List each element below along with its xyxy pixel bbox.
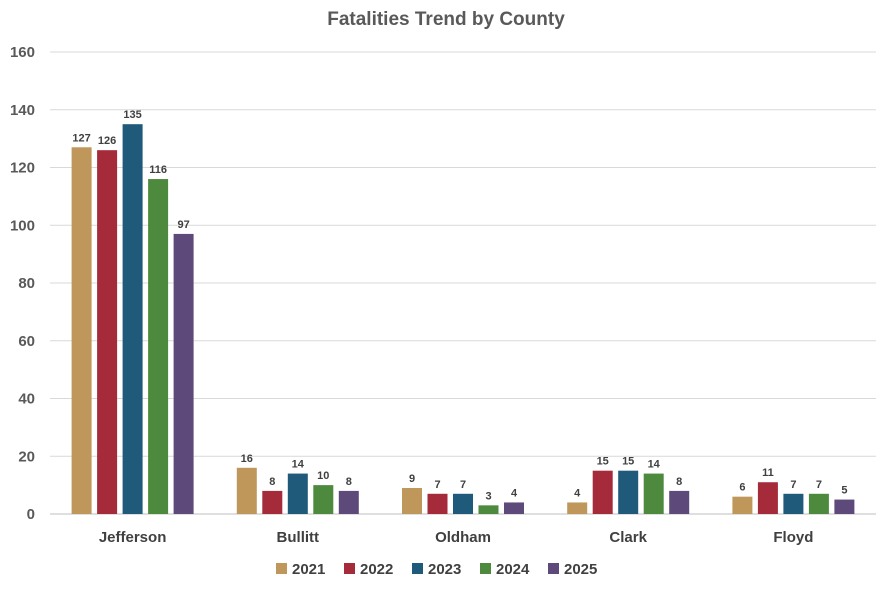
bar-clark-2025 <box>669 490 690 514</box>
data-label: 7 <box>790 479 796 491</box>
legend-label: 2024 <box>496 561 530 578</box>
data-label: 11 <box>762 467 774 479</box>
y-tick-label: 120 <box>10 160 35 177</box>
bar-floyd-2023 <box>783 493 804 514</box>
bar-floyd-2022 <box>757 482 778 514</box>
legend-label: 2022 <box>360 561 393 578</box>
data-label: 7 <box>434 479 440 491</box>
data-label: 4 <box>574 487 581 499</box>
data-label: 127 <box>72 132 90 144</box>
data-label: 9 <box>409 473 415 485</box>
bar-bullitt-2021 <box>236 467 257 514</box>
bar-oldham-2021 <box>402 488 422 514</box>
chart-title: Fatalities Trend by County <box>327 9 565 30</box>
y-axis: 0 20 40 60 80 100 120 140 160 <box>10 44 35 523</box>
data-label: 16 <box>241 453 253 465</box>
data-label: 14 <box>648 459 661 471</box>
y-tick-label: 20 <box>18 448 35 465</box>
data-label: 6 <box>739 482 745 494</box>
bar-floyd-2024 <box>808 493 829 514</box>
x-tick-label: Jefferson <box>99 529 167 546</box>
bar-jefferson-2024 <box>148 179 169 515</box>
legend-swatch-2022 <box>344 563 355 574</box>
legend-swatch-2024 <box>480 563 491 574</box>
data-label: 8 <box>346 476 352 488</box>
y-tick-label: 100 <box>10 217 35 234</box>
data-label: 4 <box>511 487 518 499</box>
legend-label: 2025 <box>564 561 597 578</box>
bar-oldham-2022 <box>427 493 448 514</box>
y-tick-label: 80 <box>18 275 35 292</box>
y-tick-label: 40 <box>18 391 35 408</box>
bar-jefferson-2021 <box>71 147 92 514</box>
bar-bullitt-2024 <box>313 485 334 514</box>
x-axis: Jefferson Bullitt Oldham Clark Floyd <box>99 529 814 546</box>
data-label: 135 <box>123 109 141 121</box>
bar-oldham-2025 <box>504 502 524 514</box>
bar-bullitt-2025 <box>338 490 359 514</box>
bar-bullitt-2023 <box>287 473 308 514</box>
bar-floyd-2021 <box>732 496 753 514</box>
data-label: 7 <box>816 479 822 491</box>
legend-swatch-2023 <box>412 563 423 574</box>
bar-clark-2022 <box>592 470 613 514</box>
x-tick-label: Bullitt <box>277 529 320 546</box>
x-tick-label: Oldham <box>435 529 491 546</box>
bar-clark-2023 <box>618 470 639 514</box>
legend-label: 2023 <box>428 561 461 578</box>
bar-oldham-2024 <box>478 505 499 514</box>
legend-swatch-2025 <box>548 563 559 574</box>
data-label: 126 <box>98 135 116 147</box>
bar-bullitt-2022 <box>262 490 283 514</box>
x-tick-label: Floyd <box>773 529 813 546</box>
y-tick-label: 160 <box>10 44 35 61</box>
bar-clark-2024 <box>643 473 664 514</box>
bar-jefferson-2022 <box>97 150 118 515</box>
legend-swatch-2021 <box>276 563 287 574</box>
data-label: 5 <box>841 485 847 497</box>
data-label: 10 <box>317 470 329 482</box>
bar-oldham-2023 <box>453 493 473 514</box>
data-label: 15 <box>622 456 634 468</box>
data-label: 97 <box>177 219 189 231</box>
data-label: 14 <box>292 459 305 471</box>
data-label: 8 <box>676 476 682 488</box>
y-tick-label: 60 <box>18 333 35 350</box>
y-tick-label: 0 <box>27 506 35 523</box>
bar-jefferson-2023 <box>122 124 143 514</box>
x-tick-label: Clark <box>609 529 647 546</box>
data-label: 116 <box>149 164 167 176</box>
data-label: 8 <box>269 476 275 488</box>
y-tick-label: 140 <box>10 102 35 119</box>
bar-jefferson-2025 <box>173 233 194 514</box>
bar-floyd-2025 <box>834 499 855 514</box>
data-label: 15 <box>597 456 609 468</box>
data-label: 3 <box>485 490 491 502</box>
bars <box>71 124 855 515</box>
legend: 2021 2022 2023 2024 2025 <box>276 561 597 578</box>
legend-label: 2021 <box>292 561 325 578</box>
data-label: 7 <box>460 479 466 491</box>
bar-clark-2021 <box>567 502 588 514</box>
